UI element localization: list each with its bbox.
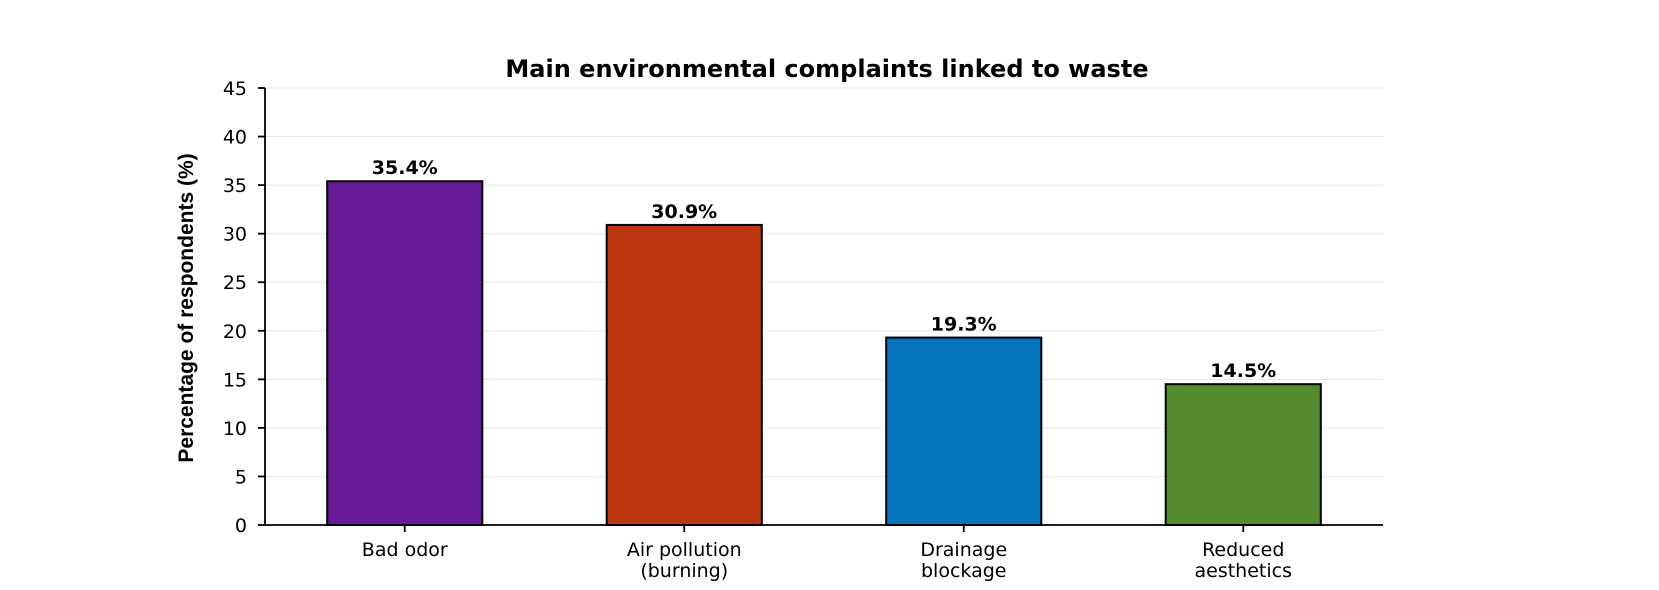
bar: [1164, 383, 1322, 527]
x-tick-label: Bad odor: [362, 539, 448, 561]
y-tick-label: 45: [223, 78, 247, 100]
y-tick-label: 35: [223, 175, 247, 197]
y-tick-label: 40: [223, 127, 247, 149]
chart-title: Main environmental complaints linked to …: [505, 55, 1148, 83]
y-axis-label: Percentage of respondents (%): [175, 153, 198, 462]
bars: [326, 180, 1322, 527]
bar: [605, 223, 763, 526]
bar-value-label: 30.9%: [651, 201, 717, 223]
x-tick-label: aesthetics: [1195, 560, 1293, 582]
bar-value-label: 35.4%: [372, 157, 438, 179]
y-tick-label: 20: [223, 321, 247, 343]
bar: [885, 336, 1043, 526]
y-tick-label: 10: [223, 418, 247, 440]
x-tick-label: Reduced: [1202, 539, 1284, 561]
bar: [326, 180, 484, 527]
y-tick-label: 0: [235, 515, 247, 537]
labels: 35.4% Bad odor 30.9% Air pollution(burning)…: [362, 157, 1292, 582]
bar-value-label: 14.5%: [1210, 360, 1276, 382]
axes: 0 5 10 15 20 25 30 35 40 45: [223, 78, 1383, 537]
y-tick-label: 5: [235, 466, 247, 488]
x-tick-label: Air pollution: [627, 539, 742, 561]
y-tick-label: 30: [223, 224, 247, 246]
y-tick-label: 15: [223, 369, 247, 391]
y-tick-label: 25: [223, 272, 247, 294]
x-tick-label: (burning): [640, 560, 728, 582]
bar-value-label: 19.3%: [931, 314, 997, 336]
x-tick-label: blockage: [921, 560, 1006, 582]
x-tick-label: Drainage: [920, 539, 1007, 561]
